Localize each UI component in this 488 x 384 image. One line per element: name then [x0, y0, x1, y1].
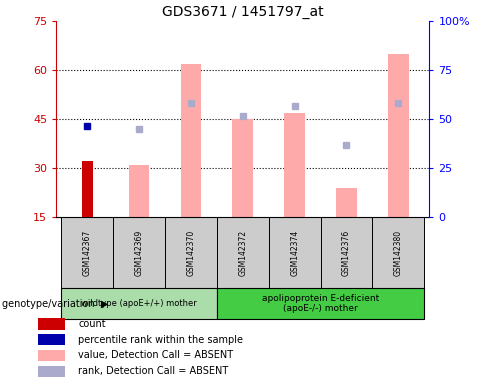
- Bar: [181, 64, 202, 217]
- Bar: [217, 217, 269, 288]
- Text: value, Detection Call = ABSENT: value, Detection Call = ABSENT: [78, 351, 233, 361]
- Text: GSM142376: GSM142376: [342, 229, 351, 276]
- Text: GSM142367: GSM142367: [83, 229, 92, 276]
- Bar: [129, 165, 149, 217]
- Text: GSM142370: GSM142370: [186, 229, 195, 276]
- Bar: [38, 350, 65, 361]
- Bar: [217, 288, 424, 319]
- Bar: [38, 318, 65, 329]
- Text: rank, Detection Call = ABSENT: rank, Detection Call = ABSENT: [78, 366, 228, 376]
- Text: genotype/variation  ▶: genotype/variation ▶: [2, 299, 109, 309]
- Bar: [284, 113, 305, 217]
- Text: wildtype (apoE+/+) mother: wildtype (apoE+/+) mother: [81, 299, 197, 308]
- Bar: [38, 334, 65, 345]
- Bar: [336, 188, 357, 217]
- Text: GSM142374: GSM142374: [290, 229, 299, 276]
- Bar: [38, 366, 65, 377]
- Bar: [81, 162, 93, 217]
- Bar: [269, 217, 321, 288]
- Bar: [232, 119, 253, 217]
- Text: GSM142380: GSM142380: [394, 229, 403, 276]
- Text: apolipoprotein E-deficient
(apoE-/-) mother: apolipoprotein E-deficient (apoE-/-) mot…: [262, 294, 379, 313]
- Bar: [113, 217, 165, 288]
- Text: GSM142372: GSM142372: [238, 229, 247, 276]
- Title: GDS3671 / 1451797_at: GDS3671 / 1451797_at: [162, 5, 324, 19]
- Bar: [61, 288, 217, 319]
- Bar: [388, 54, 409, 217]
- Bar: [165, 217, 217, 288]
- Text: GSM142369: GSM142369: [135, 229, 143, 276]
- Bar: [61, 217, 113, 288]
- Text: percentile rank within the sample: percentile rank within the sample: [78, 334, 244, 345]
- Text: count: count: [78, 319, 106, 329]
- Bar: [372, 217, 424, 288]
- Bar: [321, 217, 372, 288]
